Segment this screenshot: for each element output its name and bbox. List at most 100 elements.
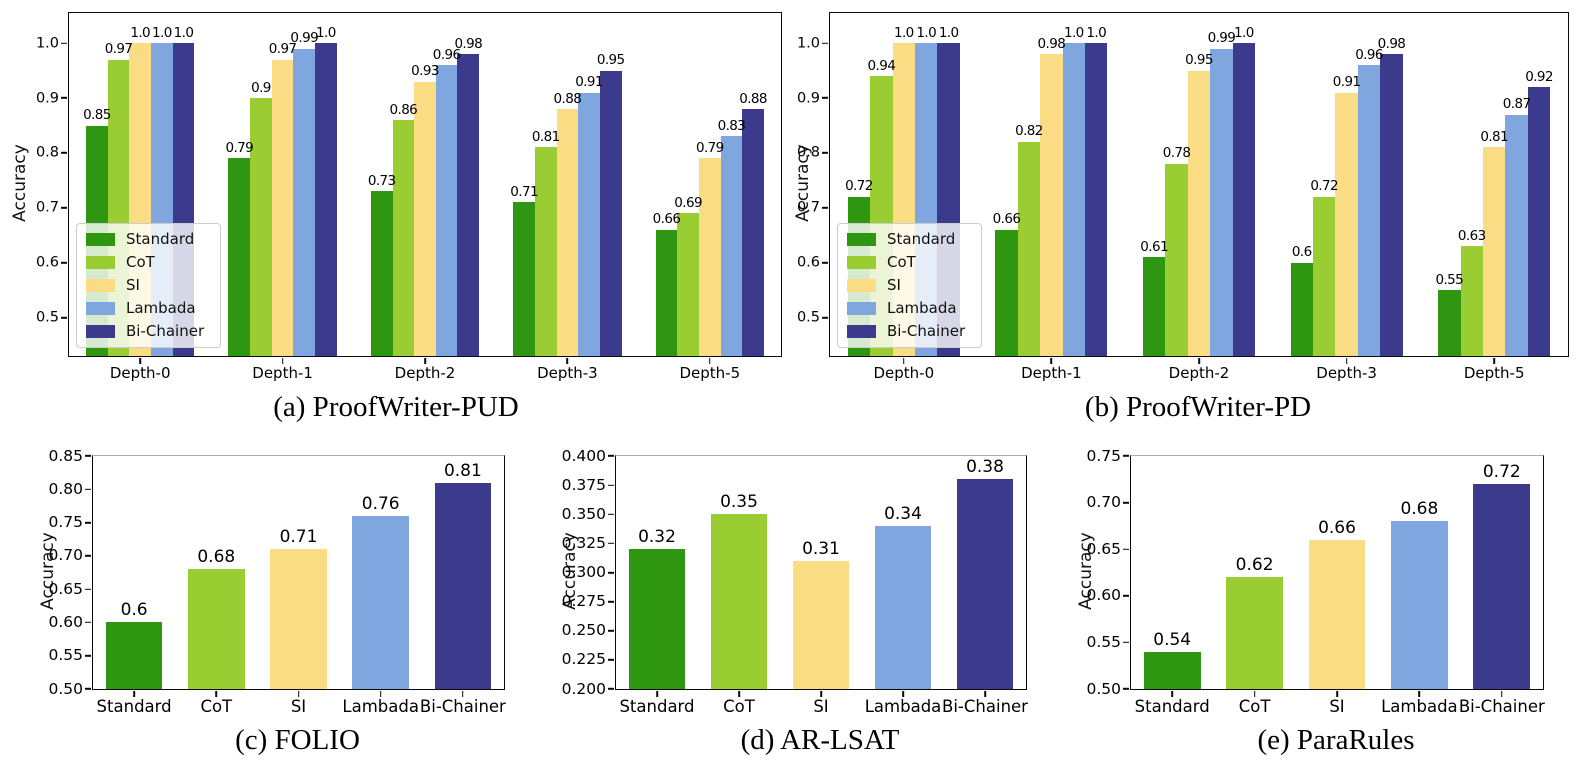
legend-label: Bi-Chainer xyxy=(887,322,966,340)
legend-swatch-cot xyxy=(86,256,115,269)
legend-swatch-bi-chainer xyxy=(86,325,115,338)
bar-value-label: 0.93 xyxy=(411,63,439,80)
bar-value-label: 0.88 xyxy=(739,90,767,107)
x-tick-label: Depth-0 xyxy=(873,364,935,382)
x-tick-label: Lambada xyxy=(864,697,942,716)
bar-standard xyxy=(513,202,535,356)
bar-si xyxy=(792,560,850,689)
plot-area: 0.50 0.55 0.60 0.65 0.70 0.75 Standard CoT SI Lam… xyxy=(1086,448,1544,715)
bar-lambada xyxy=(578,92,600,356)
y-tick-mark xyxy=(822,261,828,264)
chart-caption: (b) ProofWriter-PD xyxy=(1084,391,1312,423)
bar-value-label: 1.0 xyxy=(916,24,937,41)
x-tick-mark xyxy=(984,691,986,697)
y-tick-label: 0.60 xyxy=(48,612,83,631)
y-tick-label: 0.70 xyxy=(48,546,83,565)
bar-standard xyxy=(1438,290,1461,356)
bar-lambada xyxy=(1210,48,1233,356)
y-tick-label: 0.325 xyxy=(561,533,606,552)
bar-standard xyxy=(228,158,251,356)
bar-value-label: 0.71 xyxy=(279,527,318,548)
bar-value-label: 0.72 xyxy=(845,178,873,195)
x-tick-label: Standard xyxy=(96,697,172,716)
bar-value-label: 0.86 xyxy=(389,101,418,118)
bar-value-label: 0.79 xyxy=(225,139,254,156)
bar-standard xyxy=(995,229,1018,356)
x-tick-mark xyxy=(1050,358,1053,364)
y-tick-mark xyxy=(1123,455,1129,457)
bar-bi-chainer xyxy=(742,109,764,356)
bar-si xyxy=(698,158,721,356)
bar-value-label: 0.91 xyxy=(575,74,603,91)
legend-item-lambada: Lambada xyxy=(847,301,965,316)
legend-swatch-cot xyxy=(847,256,876,269)
y-tick-label: 0.5 xyxy=(796,309,820,326)
bar-bi-chainer xyxy=(434,482,492,689)
bar-value-label: 0.98 xyxy=(1037,35,1066,52)
chart-caption: (e) ParaRules xyxy=(1257,724,1415,756)
bar-lambada xyxy=(1505,114,1528,356)
y-tick-label: 0.7 xyxy=(35,199,59,216)
bar-value-label: 0.85 xyxy=(83,107,111,124)
x-tick-label: Depth-3 xyxy=(1316,364,1377,382)
legend-label: Lambada xyxy=(887,299,957,317)
x-tick-mark xyxy=(903,358,905,364)
bar-cot xyxy=(1312,196,1336,356)
x-tick-mark xyxy=(1171,691,1173,697)
y-tick-label: 0.65 xyxy=(48,579,83,598)
y-tick-label: 0.50 xyxy=(48,679,83,698)
legend-swatch-standard xyxy=(847,233,876,246)
bar-lambada xyxy=(874,525,932,689)
y-tick-mark xyxy=(608,688,614,690)
y-tick-mark xyxy=(608,455,614,457)
y-tick-label: 0.55 xyxy=(1086,632,1121,651)
bar-value-label: 0.66 xyxy=(1318,517,1356,538)
bar-standard xyxy=(370,191,393,356)
y-tick-mark xyxy=(608,484,614,486)
bar-value-label: 1.0 xyxy=(130,24,151,41)
legend-label: Bi-Chainer xyxy=(126,322,205,340)
bar-value-label: 0.79 xyxy=(695,139,724,156)
y-tick-mark xyxy=(85,621,91,624)
bar-value-label: 0.94 xyxy=(867,57,896,74)
bar-si xyxy=(271,59,294,356)
legend-label: CoT xyxy=(126,253,155,271)
bar-lambada xyxy=(1390,521,1448,689)
legend-item-standard: Standard xyxy=(86,232,204,247)
bar-bi-chainer xyxy=(1232,43,1256,356)
y-tick-label: 0.9 xyxy=(35,89,59,106)
x-tick-mark xyxy=(1501,691,1503,697)
x-tick-label: Depth-2 xyxy=(394,364,456,382)
bar-value-label: 1.0 xyxy=(1234,24,1254,41)
bar-value-label: 0.91 xyxy=(1332,74,1361,91)
x-tick-mark xyxy=(820,691,822,697)
bar-value-label: 0.68 xyxy=(197,547,236,568)
bar-value-label: 0.66 xyxy=(652,211,681,228)
bar-value-label: 0.68 xyxy=(1400,499,1439,520)
chart-caption: (c) FOLIO xyxy=(235,724,360,756)
legend-label: Lambada xyxy=(126,299,196,317)
bar-value-label: 0.98 xyxy=(454,35,483,52)
y-tick-label: 0.75 xyxy=(1086,446,1121,465)
y-tick-mark xyxy=(85,688,91,690)
bar-cot xyxy=(250,98,272,356)
x-tick-label: Standard xyxy=(1134,697,1210,716)
bar-value-label: 0.72 xyxy=(1310,178,1338,195)
x-tick-mark xyxy=(1336,691,1338,697)
y-tick-label: 1.0 xyxy=(35,34,59,51)
x-tick-mark xyxy=(133,691,135,697)
y-tick-mark xyxy=(61,207,67,209)
bar-si xyxy=(1482,147,1506,356)
bar-value-label: 0.76 xyxy=(361,493,400,514)
bar-cot xyxy=(677,213,699,356)
bar-bi-chainer xyxy=(315,43,337,356)
y-tick-mark xyxy=(822,207,828,209)
y-tick-label: 0.70 xyxy=(1086,492,1121,511)
bar-si xyxy=(1335,92,1358,356)
legend-label: CoT xyxy=(887,253,916,271)
x-tick-label: Bi-Chainer xyxy=(1458,697,1545,716)
y-tick-label: 0.6 xyxy=(796,254,820,271)
y-tick-label: 0.275 xyxy=(561,591,606,610)
bar-value-label: 0.97 xyxy=(104,41,133,58)
